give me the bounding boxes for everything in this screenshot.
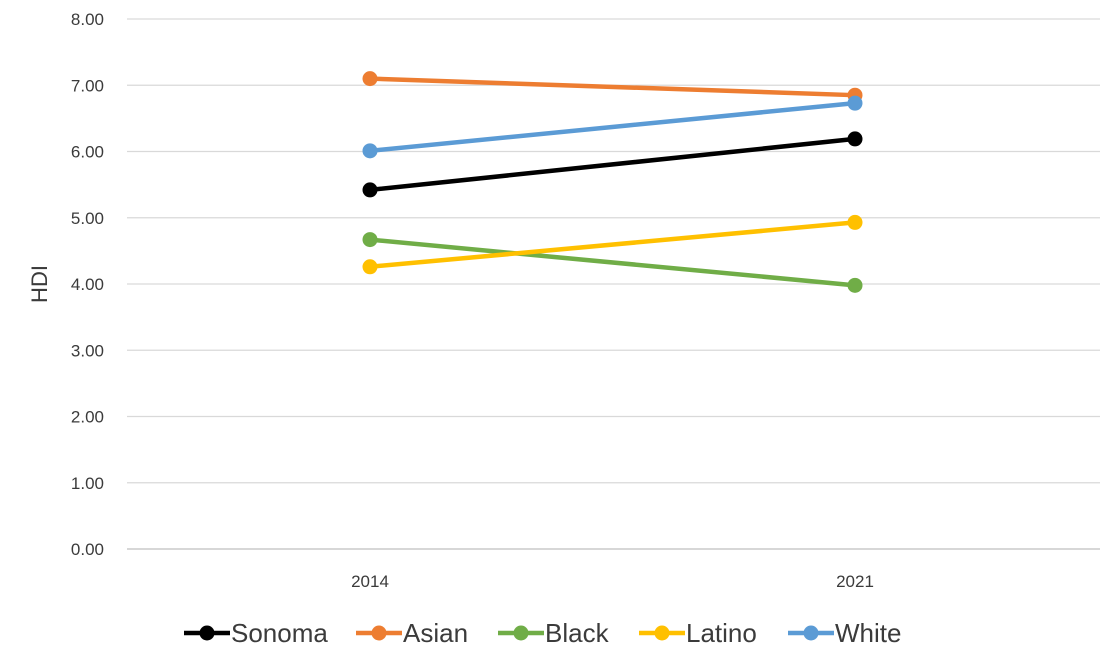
legend-label: White (835, 618, 901, 647)
data-point (362, 259, 378, 275)
legend-label: Sonoma (231, 618, 328, 647)
series-asian (362, 71, 863, 103)
series-line (367, 100, 858, 154)
series (362, 71, 863, 293)
y-tick-label: 7.00 (71, 76, 104, 95)
data-point (847, 95, 863, 111)
y-tick-label: 4.00 (71, 275, 104, 294)
series-latino (362, 214, 863, 275)
data-point (847, 214, 863, 230)
y-tick-label: 0.00 (71, 540, 104, 559)
legend-item-asian: Asian (356, 618, 468, 647)
legend-swatch-marker (199, 625, 215, 641)
x-tick-label: 2014 (351, 572, 389, 591)
legend-item-sonoma: Sonoma (184, 618, 328, 647)
y-tick-label: 2.00 (71, 408, 104, 427)
data-point (362, 182, 378, 198)
x-tick-labels: 2014 2021 (351, 572, 874, 591)
series-line (367, 237, 858, 288)
x-tick-label: 2021 (836, 572, 874, 591)
data-point (847, 131, 863, 147)
legend-swatch-marker (513, 625, 529, 641)
legend: Sonoma Asian Black Latino White (184, 618, 901, 647)
data-point (362, 71, 378, 87)
y-tick-label: 5.00 (71, 209, 104, 228)
legend-swatch-marker (654, 625, 670, 641)
y-tick-labels: 0.00 1.00 2.00 3.00 4.00 5.00 6.00 7.00 8.00 (71, 10, 104, 559)
legend-label: Black (545, 618, 610, 647)
gridlines (127, 18, 1100, 550)
series-white (362, 95, 863, 159)
legend-item-white: White (788, 618, 901, 647)
series-line (367, 76, 858, 98)
y-tick-label: 3.00 (71, 341, 104, 360)
legend-label: Asian (403, 618, 468, 647)
legend-item-latino: Latino (639, 618, 757, 647)
y-tick-label: 6.00 (71, 143, 104, 162)
y-axis-title: HDI (27, 265, 52, 303)
data-point (362, 143, 378, 159)
series-line (367, 136, 858, 193)
series-line (367, 220, 858, 270)
legend-swatch-marker (371, 625, 387, 641)
data-point (362, 232, 378, 248)
y-tick-label: 1.00 (71, 474, 104, 493)
series-sonoma (362, 131, 863, 198)
y-tick-label: 8.00 (71, 10, 104, 29)
legend-label: Latino (686, 618, 757, 647)
data-point (847, 277, 863, 293)
series-black (362, 232, 863, 293)
legend-item-black: Black (498, 618, 610, 647)
legend-swatch-marker (803, 625, 819, 641)
